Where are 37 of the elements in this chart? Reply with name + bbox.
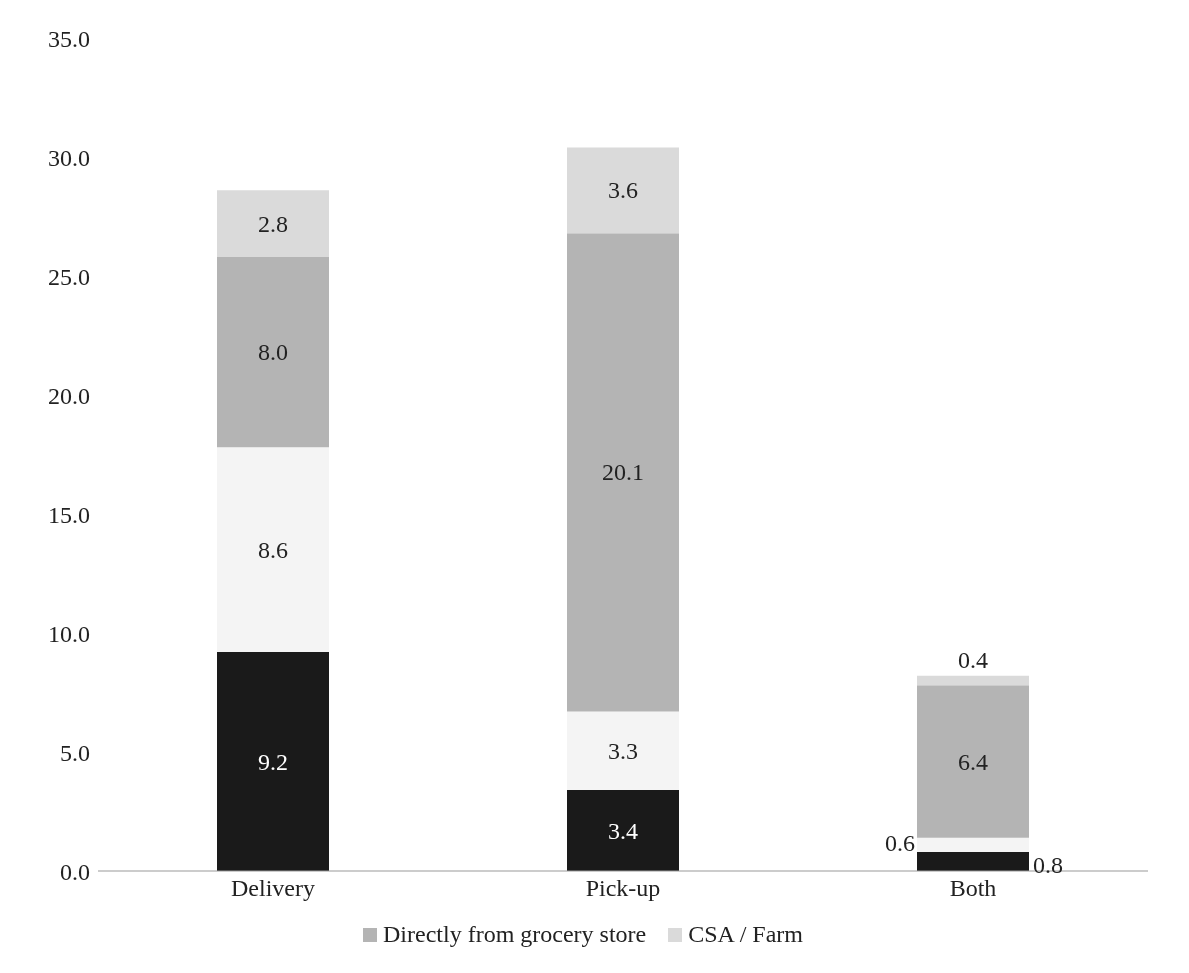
legend-label: CSA / Farm [687,921,803,948]
y-tick-label: 5.0 [60,739,90,766]
bar [917,851,1029,871]
x-tick-label: Delivery [231,875,315,902]
bar [217,190,329,257]
y-tick-label: 0.0 [60,858,90,885]
bar [917,685,1029,838]
bar [217,447,329,653]
data-label: 8.0 [258,339,288,366]
bar [917,675,1029,686]
bar [217,652,329,871]
data-label: 8.6 [258,536,288,563]
data-label: 9.2 [258,748,288,775]
y-tick-label: 25.0 [48,263,90,290]
x-tick-label: Pick-up [585,875,661,902]
bar [567,790,679,871]
data-label: 0.4 [958,646,988,673]
bar [567,711,679,791]
x-tick-label: Both [949,875,997,902]
data-label: 0.8 [1033,852,1063,879]
y-tick-label: 15.0 [48,501,90,528]
legend-label: Directly from grocery store [382,921,647,948]
data-label: 3.3 [608,737,638,764]
y-tick-label: 30.0 [48,144,90,171]
data-label: 20.1 [602,459,644,486]
data-label: 0.6 [885,829,915,856]
bar [217,256,329,448]
bar [917,837,1029,852]
y-tick-label: 35.0 [48,25,90,52]
data-label: 3.6 [608,177,638,204]
y-tick-label: 20.0 [48,382,90,409]
data-label: 3.4 [608,817,638,844]
bar [567,233,679,712]
data-label: 2.8 [258,210,288,237]
y-tick-label: 10.0 [48,620,90,647]
bar [567,147,679,234]
data-label: 6.4 [958,748,988,775]
